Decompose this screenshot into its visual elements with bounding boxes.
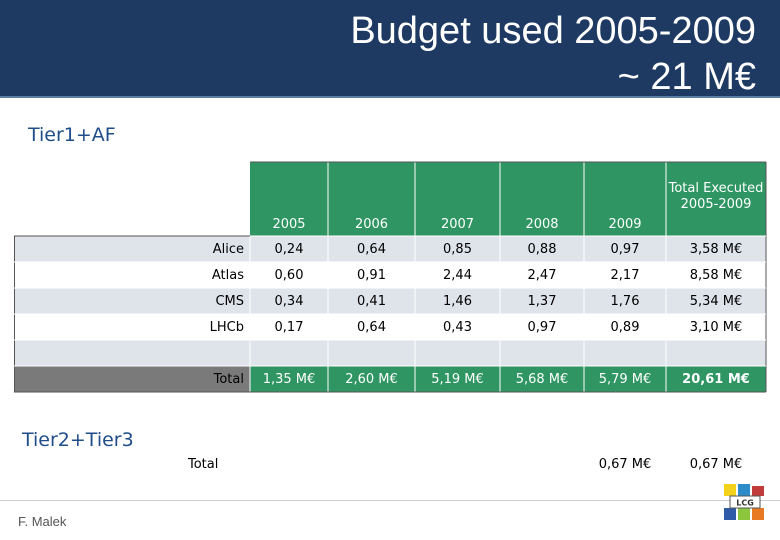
section-tier2: Tier2+Tier3 (22, 429, 134, 451)
table-cell: 0,85 (443, 242, 472, 257)
title-bar (0, 0, 780, 96)
total-cell: 5,68 M€ (515, 372, 569, 387)
table-cell: 0,60 (274, 268, 304, 283)
total-row-label-bg (14, 366, 250, 392)
table-cell: 0,34 (274, 294, 304, 309)
table-cell: 0,97 (610, 242, 640, 257)
table-cell: 5,34 M€ (689, 294, 743, 309)
tier2-value-2009: 0,67 M€ (598, 457, 652, 472)
table-row (14, 314, 766, 340)
table-cell: 0,89 (610, 320, 640, 335)
column-header: Total Executed 2005-2009 (666, 162, 766, 236)
column-header: 2009 (584, 162, 666, 236)
table-cell: 0,64 (357, 242, 386, 257)
table-row (14, 236, 766, 262)
total-row-label: Total (213, 372, 244, 387)
table-cell: 0,88 (527, 242, 557, 257)
total-row-bg (250, 366, 766, 392)
table-row (14, 288, 766, 314)
lcg-logo: LCG (724, 484, 764, 520)
tier2-value-total: 0,67 M€ (689, 457, 743, 472)
slide-title: Budget used 2005-2009 ~ 21 M€ (350, 8, 756, 100)
row-label: LHCb (209, 320, 244, 335)
total-cell: 2,60 M€ (345, 372, 398, 387)
table-cell: 1,76 (610, 294, 640, 309)
table-cell: 0,97 (527, 320, 557, 335)
total-cell: 20,61 M€ (682, 372, 750, 387)
table-cell: 0,41 (357, 294, 386, 309)
row-label: Atlas (211, 268, 244, 283)
row-label: Alice (212, 242, 244, 257)
title-line-2: ~ 21 M€ (617, 56, 756, 98)
column-header: 2007 (415, 162, 500, 236)
table-row (14, 262, 766, 288)
table-cell: 0,43 (443, 320, 472, 335)
table-cell: 0,64 (357, 320, 386, 335)
column-header: 2005 (250, 162, 328, 236)
table-row-blank (14, 340, 766, 366)
total-cell: 1,35 M€ (262, 372, 316, 387)
table-cell: 2,47 (527, 268, 557, 283)
table-cell: 1,37 (527, 294, 557, 309)
tier2-total-label: Total (188, 457, 219, 472)
title-bar-divider (0, 96, 780, 98)
table-cell: 2,44 (443, 268, 472, 283)
row-label: CMS (215, 294, 244, 309)
author: F. Malek (18, 514, 67, 529)
table-cell: 2,17 (610, 268, 640, 283)
table-cell: 8,58 M€ (689, 268, 743, 283)
table-cell: 0,24 (274, 242, 304, 257)
table-cell: 3,58 M€ (689, 242, 743, 257)
title-line-1: Budget used 2005-2009 (350, 10, 756, 52)
table-cell: 1,46 (443, 294, 472, 309)
section-tier1: Tier1+AF (28, 124, 116, 146)
svg-text:LCG: LCG (736, 499, 754, 508)
total-cell: 5,79 M€ (598, 372, 652, 387)
table-cell: 3,10 M€ (689, 320, 743, 335)
column-header: 2008 (500, 162, 584, 236)
column-header: 2006 (328, 162, 415, 236)
table-cell: 0,17 (274, 320, 304, 335)
table-cell: 0,91 (357, 268, 386, 283)
total-cell: 5,19 M€ (431, 372, 484, 387)
footer-divider (0, 500, 780, 501)
